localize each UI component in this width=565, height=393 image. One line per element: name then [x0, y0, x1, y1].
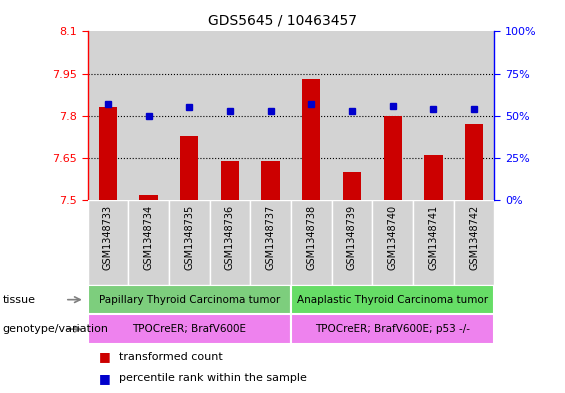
Bar	[424, 155, 442, 200]
Text: GSM1348741: GSM1348741	[428, 205, 438, 270]
Bar	[332, 200, 372, 285]
Text: GSM1348734: GSM1348734	[144, 205, 154, 270]
Bar	[250, 31, 291, 200]
Bar	[128, 31, 169, 200]
Bar	[88, 285, 291, 314]
Bar	[210, 31, 250, 200]
Text: GSM1348733: GSM1348733	[103, 205, 113, 270]
Bar	[332, 31, 372, 200]
Bar	[465, 125, 483, 200]
Text: GSM1348740: GSM1348740	[388, 205, 398, 270]
Bar	[302, 79, 320, 200]
Bar	[372, 31, 413, 200]
Text: transformed count: transformed count	[119, 352, 223, 362]
Text: tissue: tissue	[3, 295, 36, 305]
Text: GDS5645 / 10463457: GDS5645 / 10463457	[208, 14, 357, 28]
Bar	[221, 161, 239, 200]
Text: ■: ■	[99, 350, 115, 363]
Text: GSM1348736: GSM1348736	[225, 205, 235, 270]
Bar	[413, 31, 454, 200]
Bar	[128, 200, 169, 285]
Bar	[169, 31, 210, 200]
Text: percentile rank within the sample: percentile rank within the sample	[119, 373, 307, 383]
Bar	[88, 200, 128, 285]
Text: GSM1348735: GSM1348735	[184, 205, 194, 270]
Bar	[291, 31, 332, 200]
Bar	[99, 108, 117, 200]
Text: Papillary Thyroid Carcinoma tumor: Papillary Thyroid Carcinoma tumor	[99, 295, 280, 305]
Bar	[343, 172, 361, 200]
Text: TPOCreER; BrafV600E: TPOCreER; BrafV600E	[132, 324, 246, 334]
Text: TPOCreER; BrafV600E; p53 -/-: TPOCreER; BrafV600E; p53 -/-	[315, 324, 470, 334]
Bar	[262, 161, 280, 200]
Bar	[413, 200, 454, 285]
Text: GSM1348739: GSM1348739	[347, 205, 357, 270]
Text: ■: ■	[99, 372, 115, 385]
Bar	[140, 195, 158, 200]
Text: genotype/variation: genotype/variation	[3, 324, 109, 334]
Bar	[180, 136, 198, 200]
Bar	[291, 285, 494, 314]
Bar	[372, 200, 413, 285]
Bar	[291, 314, 494, 344]
Bar	[250, 200, 291, 285]
Text: Anaplastic Thyroid Carcinoma tumor: Anaplastic Thyroid Carcinoma tumor	[297, 295, 488, 305]
Text: GSM1348742: GSM1348742	[469, 205, 479, 270]
Text: GSM1348737: GSM1348737	[266, 205, 276, 270]
Text: GSM1348738: GSM1348738	[306, 205, 316, 270]
Bar	[384, 116, 402, 200]
Bar	[169, 200, 210, 285]
Bar	[88, 31, 128, 200]
Bar	[88, 314, 291, 344]
Bar	[210, 200, 250, 285]
Bar	[454, 200, 494, 285]
Bar	[291, 200, 332, 285]
Bar	[454, 31, 494, 200]
